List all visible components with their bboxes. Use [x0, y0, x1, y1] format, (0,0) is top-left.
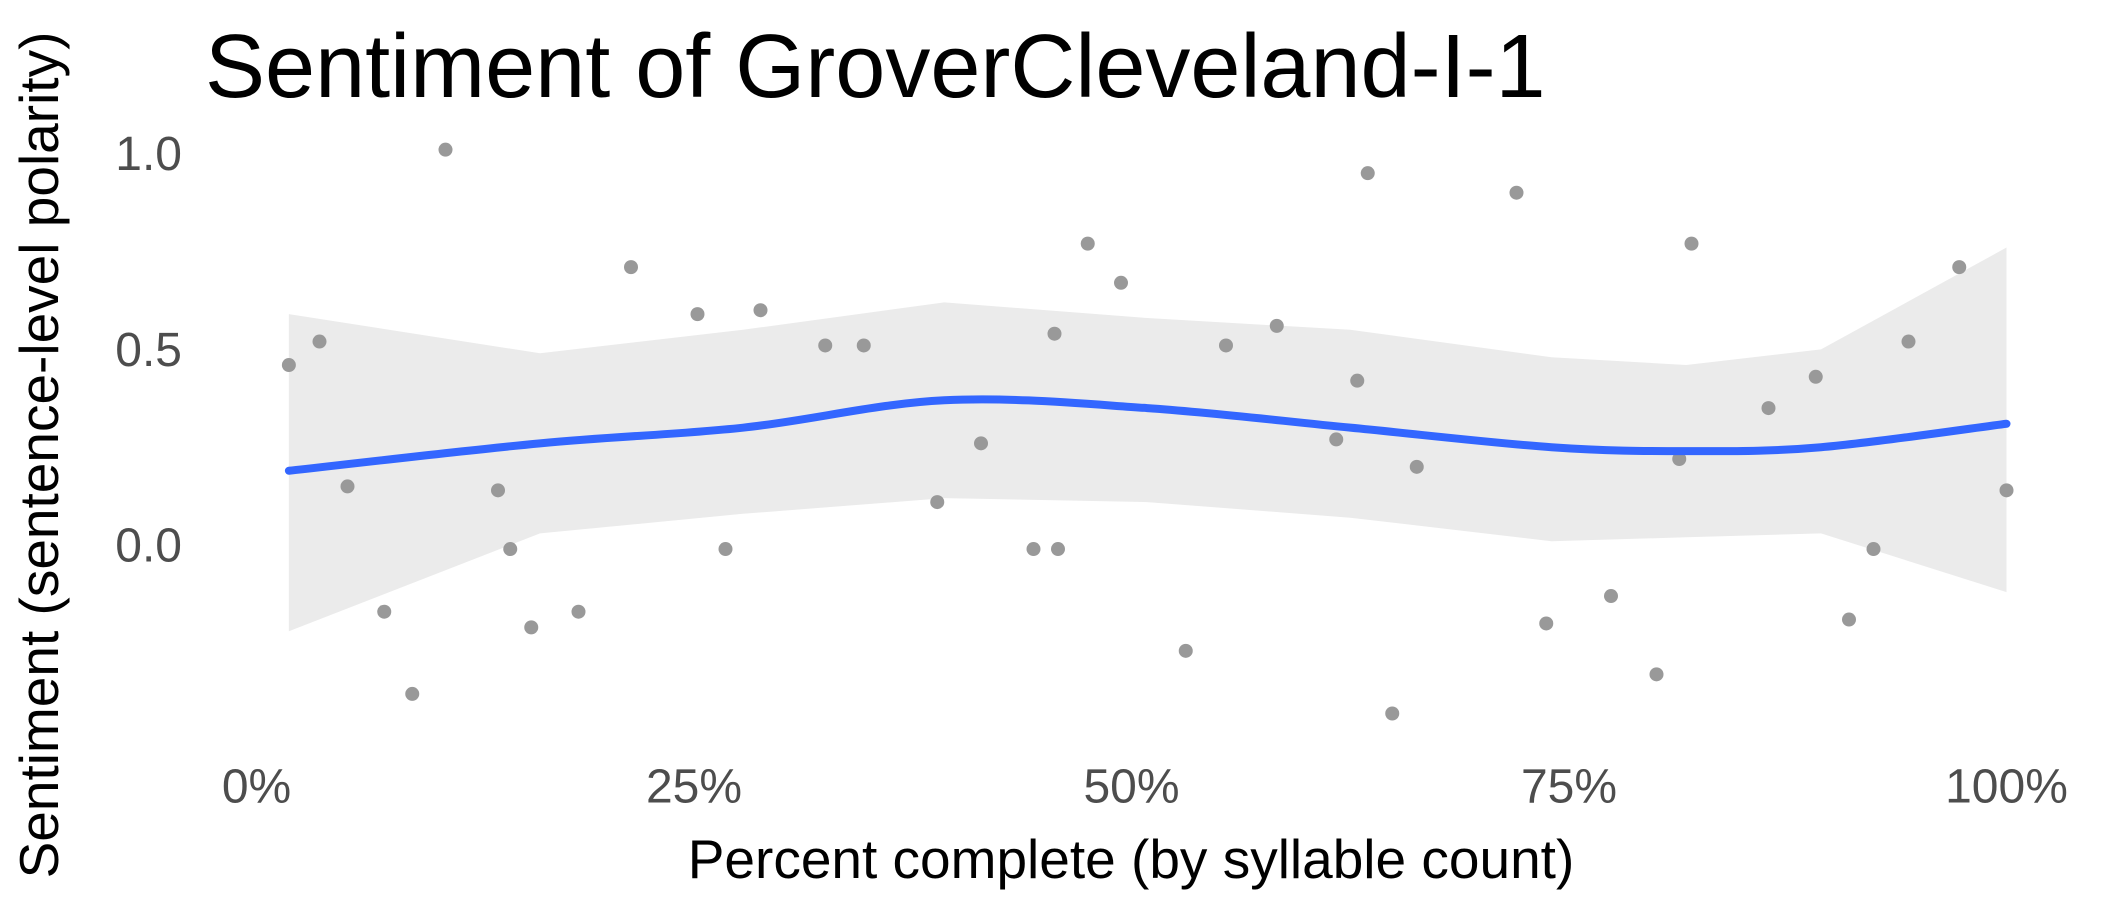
y-tick-label: 0.0 — [115, 520, 182, 573]
data-point — [1269, 318, 1284, 333]
data-point — [1761, 401, 1776, 416]
data-point — [281, 358, 296, 373]
smooth-line — [284, 395, 2011, 475]
data-point — [1026, 542, 1041, 557]
data-point — [1808, 369, 1823, 384]
data-point — [1178, 643, 1193, 658]
x-tick-label: 25% — [646, 761, 742, 814]
x-tick-label: 100% — [1945, 761, 2068, 814]
data-point — [405, 686, 420, 701]
y-tick-label: 1.0 — [115, 128, 182, 181]
data-point — [1539, 616, 1554, 631]
data-point — [1409, 459, 1424, 474]
data-point — [1999, 483, 2014, 498]
data-point — [718, 542, 733, 557]
data-point — [340, 479, 355, 494]
data-point — [1047, 326, 1062, 341]
y-axis-title: Sentiment (sentence-level polarity) — [8, 32, 70, 879]
confidence-band — [288, 247, 2007, 632]
chart-title: Sentiment of GroverCleveland-I-1 — [205, 17, 1546, 117]
data-point — [974, 436, 988, 451]
data-point — [377, 604, 392, 619]
data-point — [1649, 667, 1664, 682]
y-tick-label: 0.5 — [115, 324, 182, 377]
data-point — [1672, 451, 1687, 466]
data-point — [524, 620, 539, 635]
data-point — [1866, 542, 1881, 557]
x-tick-label: 75% — [1521, 761, 1617, 814]
x-tick-label: 0% — [222, 761, 291, 814]
data-point — [312, 334, 327, 349]
data-point — [1684, 236, 1699, 251]
data-point — [1350, 373, 1365, 388]
data-point — [1360, 166, 1375, 181]
data-point — [1901, 334, 1916, 349]
data-point — [491, 483, 505, 498]
data-point — [856, 338, 871, 353]
x-tick-label: 50% — [1083, 761, 1179, 814]
data-point — [624, 260, 638, 275]
data-point — [690, 307, 705, 322]
data-point — [438, 142, 453, 157]
data-point — [1385, 706, 1400, 721]
x-axis-title: Percent complete (by syllable count) — [688, 828, 1575, 890]
data-point — [503, 542, 518, 557]
data-point — [1051, 542, 1065, 557]
data-point — [1842, 612, 1856, 627]
data-point — [818, 338, 833, 353]
data-point — [1114, 275, 1128, 290]
data-point — [571, 604, 586, 619]
data-point — [1329, 432, 1344, 447]
data-point — [1509, 185, 1524, 200]
data-point — [753, 303, 768, 318]
data-point — [930, 495, 945, 510]
data-point — [1604, 589, 1618, 604]
data-point — [1080, 236, 1095, 251]
data-point — [1219, 338, 1233, 353]
data-point — [1952, 260, 1967, 275]
